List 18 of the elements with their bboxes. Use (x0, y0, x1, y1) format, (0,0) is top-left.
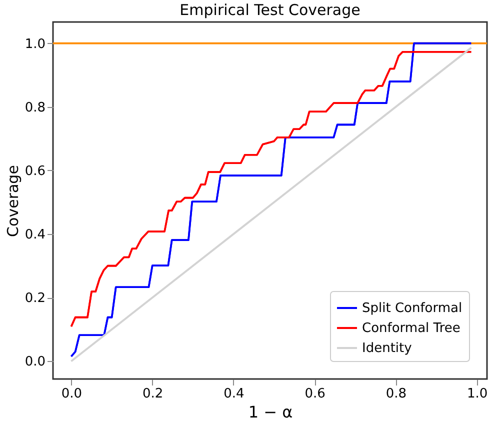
x-tick-label: 1.0 (467, 386, 488, 402)
y-axis-title: Coverage (4, 165, 22, 237)
y-tick-label: 0.0 (24, 354, 46, 370)
y-tick-label: 1.0 (24, 36, 46, 52)
x-tick-label: 0.2 (142, 386, 164, 402)
y-tick-label: 0.8 (24, 100, 46, 116)
y-tick-label: 0.6 (24, 164, 46, 179)
legend-label: Conformal Tree (362, 321, 460, 336)
legend-label: Split Conformal (362, 301, 462, 316)
x-tick-label: 0.4 (224, 386, 244, 402)
x-tick-label: 0.8 (386, 386, 407, 402)
y-tick-label: 0.4 (24, 228, 46, 243)
legend-label: Identity (362, 341, 412, 356)
y-tick-label: 0.2 (24, 291, 46, 306)
x-tick-label: 0.0 (61, 386, 82, 402)
chart-title: Empirical Test Coverage (180, 1, 360, 19)
x-tick-label: 0.6 (304, 386, 326, 402)
x-axis-title: 1 − α (248, 402, 293, 422)
